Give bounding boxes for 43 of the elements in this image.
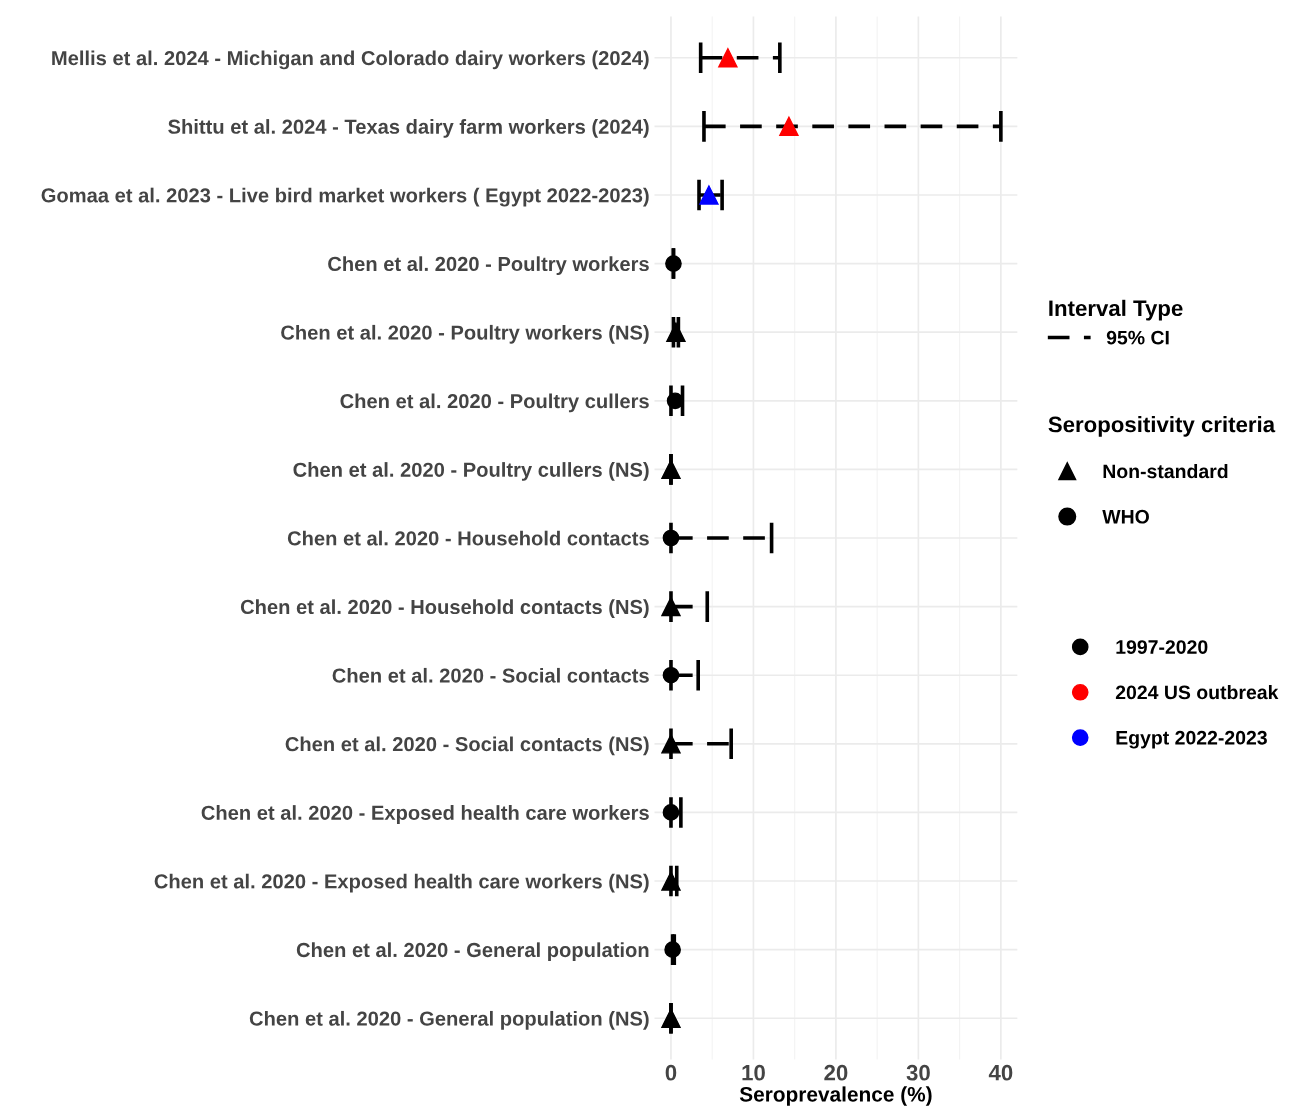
legend-label: Non-standard [1103, 463, 1228, 479]
y-tick-label: Shittu et al. 2024 - Texas dairy farm workers (2024) [168, 119, 649, 138]
x-tick-label: 10 [742, 1064, 765, 1081]
y-tick-label: Chen et al. 2020 - Household contacts [287, 530, 649, 546]
point [779, 116, 799, 137]
x-tick-label: 0 [665, 1064, 677, 1081]
point [665, 255, 682, 272]
point [662, 666, 680, 684]
y-tick-label: Chen et al. 2020 - Household contacts (NS) [240, 599, 649, 619]
y-tick-label: Chen et al. 2020 - Social contacts (NS) [285, 736, 649, 756]
legend-label: Egypt 2022-2023 [1116, 730, 1267, 749]
y-tick-label: Chen et al. 2020 - Poultry cullers [340, 393, 649, 413]
y-tick-label: Chen et al. 2020 - Poultry cullers (NS) [293, 462, 649, 481]
point [661, 459, 681, 480]
y-tick-label: Chen et al. 2020 - General population [296, 942, 649, 962]
y-tick-label: Chen et al. 2020 - Poultry workers (NS) [281, 324, 649, 344]
y-tick-label: Mellis et al. 2024 - Michigan and Colorado dairy workers (2024) [52, 50, 649, 70]
point [661, 596, 681, 617]
y-tick-label: Chen et al. 2020 - Poultry workers [328, 256, 649, 276]
point [661, 734, 681, 754]
point [666, 322, 686, 342]
x-tick-label: 20 [824, 1064, 848, 1081]
y-tick-label: Chen et al. 2020 - Social contacts [332, 667, 649, 683]
point [664, 941, 681, 958]
x-tick-label: 40 [988, 1064, 1013, 1081]
point [718, 48, 738, 68]
y-tick-label: Gomaa et al. 2023 - Live bird market workers ( Egypt 2022-2023) [41, 187, 649, 207]
text: 95% CI [1106, 330, 1169, 345]
legend-label: WHO [1102, 509, 1149, 524]
point [662, 804, 680, 821]
point [661, 871, 681, 891]
y-tick-label: Chen et al. 2020 - General population (NS) [249, 1010, 649, 1030]
legend-label: 1997-2020 [1116, 640, 1208, 654]
point [662, 529, 680, 547]
legend-title: Seropositivity criteria [1048, 416, 1276, 437]
x-axis-title: Seroprevalence (%) [739, 1086, 932, 1106]
point [699, 185, 719, 205]
text: Interval Type [1049, 299, 1183, 321]
point [661, 1008, 681, 1028]
legend-label: 2024 US outbreak [1115, 684, 1279, 700]
y-tick-label: Chen et al. 2020 - Exposed health care workers [201, 805, 649, 824]
x-tick-label: 30 [906, 1064, 930, 1081]
y-tick-label: Chen et al. 2020 - Exposed health care workers (NS) [154, 873, 649, 893]
